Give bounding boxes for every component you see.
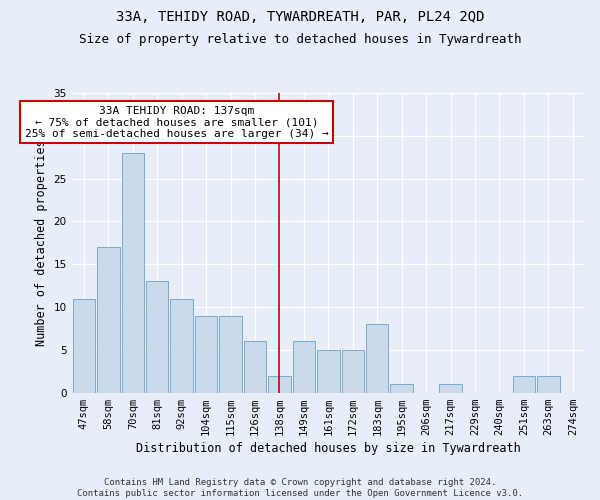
- Bar: [97, 247, 119, 392]
- Bar: [195, 316, 217, 392]
- Text: 33A TEHIDY ROAD: 137sqm
← 75% of detached houses are smaller (101)
25% of semi-d: 33A TEHIDY ROAD: 137sqm ← 75% of detache…: [25, 106, 329, 139]
- Bar: [341, 350, 364, 393]
- Bar: [170, 298, 193, 392]
- Bar: [537, 376, 560, 392]
- Bar: [73, 298, 95, 392]
- Bar: [268, 376, 290, 392]
- Text: Contains HM Land Registry data © Crown copyright and database right 2024.
Contai: Contains HM Land Registry data © Crown c…: [77, 478, 523, 498]
- Bar: [366, 324, 388, 392]
- Bar: [512, 376, 535, 392]
- Bar: [220, 316, 242, 392]
- X-axis label: Distribution of detached houses by size in Tywardreath: Distribution of detached houses by size …: [136, 442, 521, 455]
- Y-axis label: Number of detached properties: Number of detached properties: [35, 140, 48, 346]
- Bar: [146, 282, 169, 393]
- Bar: [317, 350, 340, 393]
- Bar: [293, 342, 315, 392]
- Bar: [391, 384, 413, 392]
- Text: Size of property relative to detached houses in Tywardreath: Size of property relative to detached ho…: [79, 32, 521, 46]
- Bar: [244, 342, 266, 392]
- Bar: [122, 153, 144, 392]
- Bar: [439, 384, 462, 392]
- Text: 33A, TEHIDY ROAD, TYWARDREATH, PAR, PL24 2QD: 33A, TEHIDY ROAD, TYWARDREATH, PAR, PL24…: [116, 10, 484, 24]
